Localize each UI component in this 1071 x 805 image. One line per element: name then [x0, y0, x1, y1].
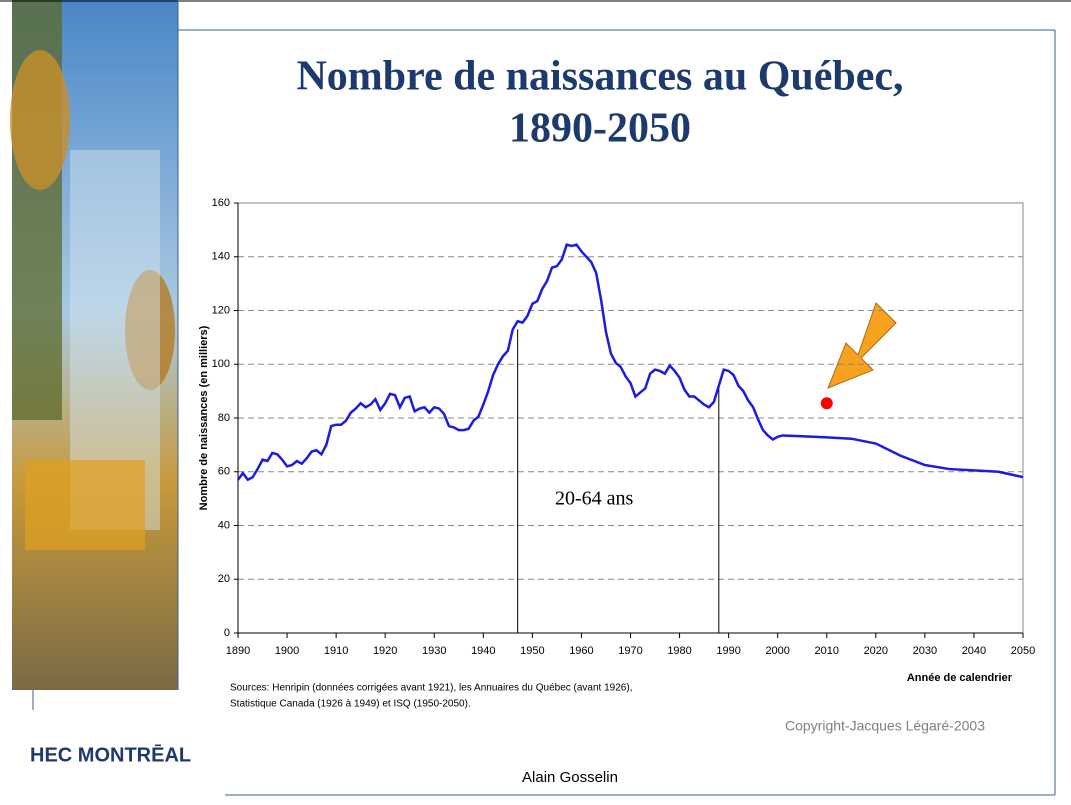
y-tick-label: 60: [218, 466, 230, 478]
x-tick-label: 1890: [226, 645, 250, 657]
highlight-point: [820, 397, 833, 410]
y-tick-label: 80: [218, 412, 230, 424]
y-tick-label: 0: [224, 627, 230, 639]
x-tick-label: 2000: [765, 645, 789, 657]
y-tick-label: 40: [218, 519, 230, 531]
title-line: 1890-2050: [509, 106, 691, 152]
x-tick-label: 1930: [422, 645, 446, 657]
sources: Sources: Henripin (données corrigées ava…: [230, 683, 632, 694]
annotation: 20-64 ans: [555, 488, 634, 510]
x-tick-label: 1980: [667, 645, 691, 657]
x-tick-label: 2030: [913, 645, 937, 657]
copyright: Copyright-Jacques Légaré-2003: [785, 718, 985, 734]
x-tick-label: 1900: [275, 645, 299, 657]
side-photo: [10, 0, 178, 690]
logo: HEC MONTRĒAL: [30, 744, 191, 766]
x-tick-label: 1920: [373, 645, 397, 657]
x-axis-label: Année de calendrier: [907, 672, 1013, 684]
y-axis-label: Nombre de naissances (en milliers): [198, 325, 210, 510]
series-line: [236, 243, 1024, 482]
x-tick-label: 1940: [471, 645, 495, 657]
x-tick-label: 2050: [1011, 645, 1035, 657]
author: Alain Gosselin: [522, 769, 618, 786]
arrow: [827, 302, 897, 389]
sources: Statistique Canada (1926 à 1949) et ISQ …: [230, 699, 471, 710]
x-tick-label: 2010: [815, 645, 839, 657]
x-tick-label: 1910: [324, 645, 348, 657]
x-tick-label: 2040: [962, 645, 986, 657]
y-tick-label: 140: [212, 251, 230, 263]
x-tick-label: 1990: [716, 645, 740, 657]
x-tick-label: 1950: [520, 645, 544, 657]
x-tick-label: 1970: [618, 645, 642, 657]
y-tick-label: 160: [212, 197, 230, 209]
y-tick-label: 100: [212, 358, 230, 370]
y-tick-label: 120: [212, 304, 230, 316]
x-tick-label: 1960: [569, 645, 593, 657]
title-line: Nombre de naissances au Québec,: [296, 54, 903, 100]
x-tick-label: 2020: [864, 645, 888, 657]
y-tick-label: 20: [218, 573, 230, 585]
